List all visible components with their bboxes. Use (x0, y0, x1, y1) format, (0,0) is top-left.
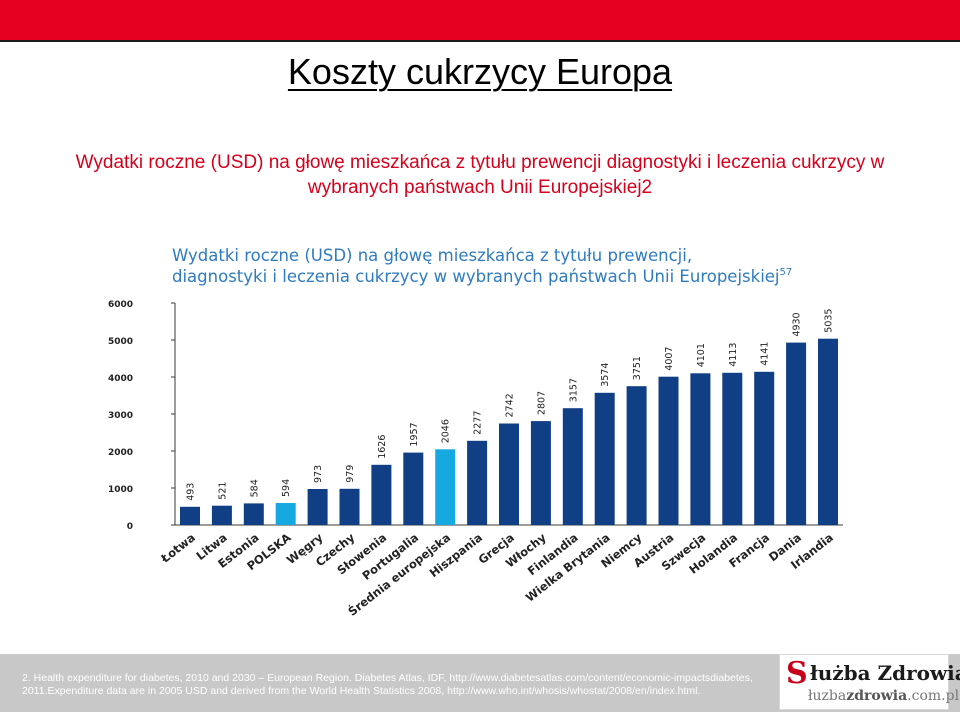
bar-value-label: 4113 (728, 343, 739, 367)
bar-value-label: 521 (217, 482, 228, 500)
bar (499, 423, 519, 525)
bar-value-label: 979 (345, 465, 356, 483)
sluzba-zdrowia-logo: S łużba Zdrowia łuzbazdrowia.com.pl (779, 654, 960, 710)
bar-value-label: 4007 (664, 347, 675, 371)
bar (371, 464, 392, 525)
bar (339, 488, 360, 525)
y-tick-label: 2000 (108, 448, 133, 458)
bar-value-label: 2807 (536, 391, 547, 415)
bar (658, 376, 679, 525)
bar (530, 421, 551, 525)
bar (690, 373, 711, 525)
bar (786, 342, 807, 525)
logo-initial: S (786, 656, 808, 691)
logo-name-rest: łużba Zdrowia (810, 661, 960, 685)
bar (626, 386, 647, 525)
bar (467, 440, 488, 525)
bar (275, 503, 296, 525)
y-tick-label: 1000 (108, 485, 133, 495)
bar (722, 372, 743, 525)
top-red-bar (0, 0, 960, 42)
bar (594, 392, 615, 525)
bar-value-label: 3751 (632, 356, 643, 380)
bar (403, 452, 424, 525)
bar-value-label: 1626 (377, 435, 388, 459)
bar-value-label: 2046 (441, 419, 452, 443)
y-tick-label: 5000 (108, 337, 133, 347)
footnote: 2. Health expenditure for diabetes, 2010… (22, 672, 782, 698)
logo-url-bold: zdrowia (846, 688, 908, 704)
bar (562, 408, 583, 525)
slide-title-text: Koszty cukrzycy Europa (287, 51, 673, 92)
chart-title-line-1: Wydatki roczne (USD) na głowę mieszkańca… (172, 246, 692, 265)
bar (435, 449, 456, 525)
y-tick-label: 4000 (108, 374, 133, 384)
bar-value-label: 594 (281, 479, 292, 497)
bar-value-label: 3574 (600, 363, 611, 387)
bar-value-label: 5035 (824, 309, 835, 333)
bar (211, 505, 232, 525)
slide-title: Koszty cukrzycy Europa (0, 50, 960, 94)
bar-value-label: 3157 (568, 378, 579, 402)
logo-url-tail: .com.pl (907, 688, 960, 704)
bar-value-label: 4101 (696, 343, 707, 367)
bar-value-label: 4141 (760, 342, 771, 366)
bar (307, 489, 328, 525)
y-tick-label: 3000 (108, 411, 133, 421)
y-tick-label: 6000 (108, 300, 133, 310)
bar-value-label: 973 (313, 465, 324, 483)
bar-value-label: 493 (186, 483, 197, 501)
bar-chart-svg: Wydatki roczne (USD) na głowę mieszkańca… (108, 246, 843, 619)
bar-value-label: 584 (249, 479, 260, 497)
logo-url-lead: łuzba (808, 688, 847, 704)
bar-value-label: 2742 (505, 393, 516, 417)
footnote-line-1: 2. Health expenditure for diabetes, 2010… (22, 672, 753, 684)
bar (180, 506, 200, 525)
logo-name: łużba Zdrowia (810, 661, 960, 685)
chart-title-line-2: diagnostyki i leczenia cukrzycy w wybran… (172, 267, 792, 286)
x-category-label: Łotwa (158, 530, 198, 566)
bar-value-label: 1957 (409, 422, 420, 446)
bar (818, 338, 838, 525)
bar (754, 371, 775, 525)
bar-value-label: 2277 (473, 411, 484, 435)
footnote-line-2: 2011.Expenditure data are in 2005 USD an… (22, 685, 701, 697)
chart-title-footnote-mark: 57 (780, 267, 793, 278)
bar (243, 503, 264, 525)
slide-subtitle: Wydatki roczne (USD) na głowę mieszkańca… (75, 152, 885, 198)
bar-value-label: 4930 (792, 312, 803, 336)
y-tick-label: 0 (127, 522, 133, 532)
bar-chart: Wydatki roczne (USD) na głowę mieszkańca… (100, 230, 860, 650)
logo-url: łuzbazdrowia.com.pl (808, 687, 959, 705)
